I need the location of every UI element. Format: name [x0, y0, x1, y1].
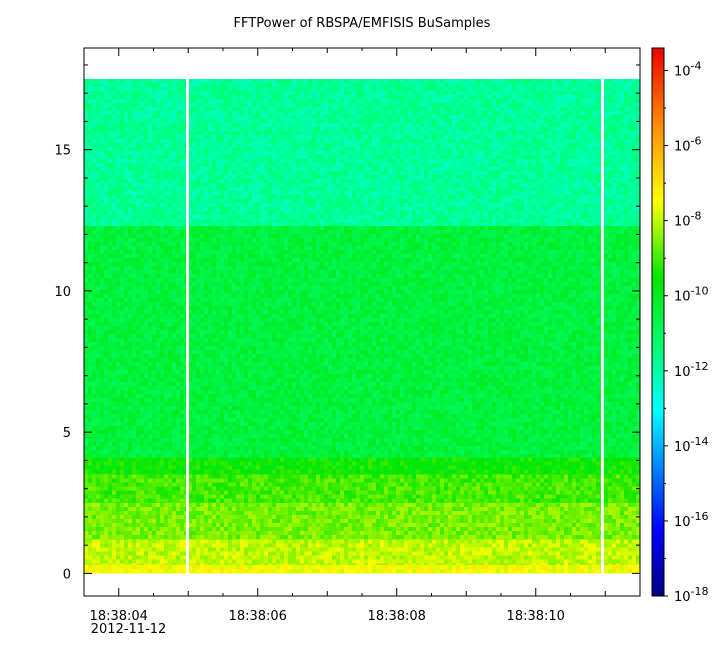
colorbar: 10-4 10-6 10-8 10-10 10-12 10-14 10-16 10-18 — [651, 47, 709, 605]
x-axis: 18:38:04 18:38:06 18:38:08 18:38:10 2012-11-… — [83, 48, 641, 637]
colorbar-tick-label: 10-10 — [674, 285, 709, 305]
data-gap-stripe — [186, 79, 190, 574]
colorbar-tick-label: 10-16 — [674, 510, 709, 530]
x-date-label: 2012-11-12 — [91, 622, 167, 637]
colorbar-tick-label: 10-12 — [674, 360, 709, 380]
spectrogram-band — [84, 502, 640, 540]
x-tick-label: 18:38:04 — [90, 609, 148, 624]
x-tick-label: 18:38:10 — [507, 609, 565, 624]
y-tick-label: 0 — [63, 567, 71, 582]
colorbar-tick-label: 10-18 — [674, 585, 709, 605]
x-tick-label: 18:38:06 — [229, 609, 287, 624]
colorbar-tick-label: 10-14 — [674, 435, 709, 455]
y-tick-label: 10 — [54, 285, 71, 300]
spectrogram-band — [84, 539, 640, 565]
y-axis: 0 5 10 15 — [54, 64, 640, 582]
colorbar-tick-label: 10-4 — [674, 60, 702, 80]
y-tick-label: 5 — [63, 426, 71, 441]
colorbar-tick-label: 10-6 — [674, 135, 702, 155]
colorbar-tick-label: 10-8 — [674, 210, 702, 230]
spectrogram-band — [84, 225, 640, 458]
spectrogram-band — [84, 79, 640, 226]
spectrogram-band — [84, 564, 640, 574]
spectrogram-band — [84, 457, 640, 475]
data-gap-stripe — [600, 79, 604, 574]
colorbar-gradient — [651, 47, 665, 597]
x-tick-label: 18:38:08 — [368, 609, 426, 624]
chart-title: FFTPower of RBSPA/EMFISIS BuSamples — [233, 16, 491, 31]
spectrogram-band — [84, 474, 640, 503]
spectrogram-area — [84, 79, 640, 574]
y-tick-label: 15 — [54, 144, 71, 159]
